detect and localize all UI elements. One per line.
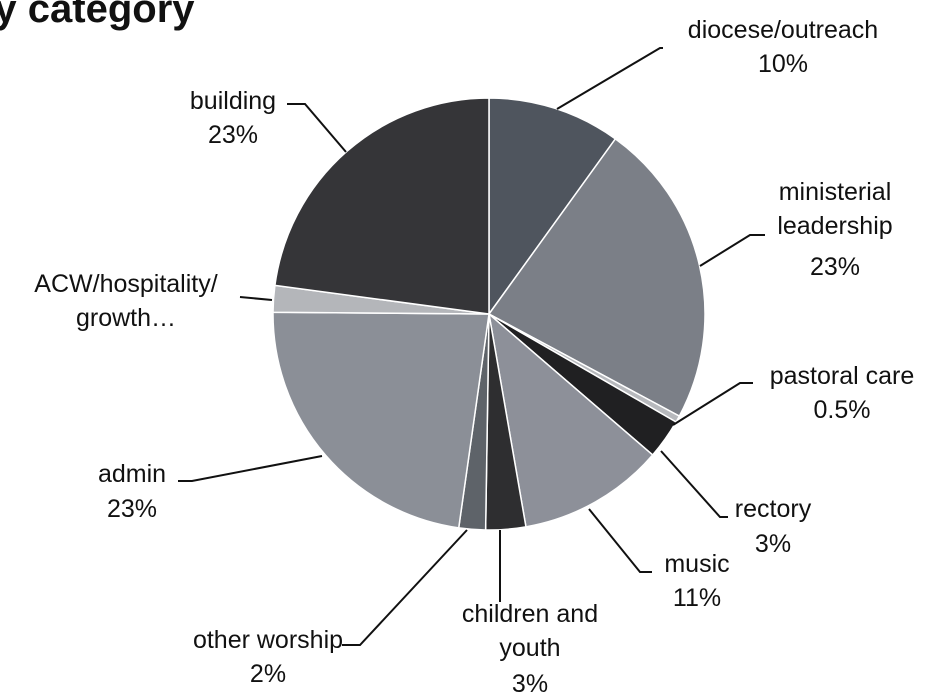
slice-name-label: ACW/hospitality/	[34, 270, 217, 298]
slice-percent-label: 23%	[208, 121, 258, 149]
slice-name-label: admin	[98, 460, 166, 488]
slice-percent-label: 3%	[755, 530, 791, 558]
slice-name-label: growth…	[76, 304, 176, 332]
slice-percent-label: 23%	[810, 253, 860, 281]
leader-line	[178, 455, 323, 482]
leader-line	[342, 529, 468, 646]
slice-percent-label: 11%	[673, 584, 721, 612]
slice-percent-label: 10%	[758, 50, 808, 78]
leader-line	[660, 450, 728, 518]
slice-name-label: other worship	[193, 626, 343, 654]
slice-percent-label: 23%	[107, 495, 157, 523]
slice-name-label: rectory	[735, 495, 812, 523]
pie-slices	[272, 97, 706, 531]
leader-line	[287, 103, 347, 153]
pie-slice-ministerial-leadership	[487, 137, 706, 418]
pie-slice-diocese-outreach	[488, 97, 617, 317]
slice-name-label: building	[190, 87, 276, 115]
pie-slice-building	[274, 97, 490, 315]
leader-line	[699, 234, 765, 267]
slice-labels: diocese/outreach 10% ministerial leadership…	[34, 16, 914, 694]
slice-name-label: youth	[499, 634, 560, 662]
slice-name-label: pastoral care	[770, 362, 915, 390]
leader-lines	[178, 47, 765, 646]
slice-percent-label: 0.5%	[814, 396, 871, 424]
slice-percent-label: 3%	[512, 670, 548, 694]
leader-line	[672, 382, 753, 426]
slice-name-label: music	[664, 550, 729, 578]
pie-slice-music	[487, 312, 654, 528]
slice-name-label: ministerial	[779, 178, 892, 206]
slice-name-label: diocese/outreach	[688, 16, 878, 44]
leader-line	[239, 296, 273, 301]
slice-percent-label: 2%	[250, 660, 286, 688]
slice-name-label: leadership	[777, 212, 892, 240]
chart-title: by category	[0, 0, 195, 31]
pie-slice-admin	[272, 311, 490, 529]
leader-line	[556, 47, 663, 110]
leader-line	[588, 508, 652, 573]
slice-name-label: children and	[462, 600, 598, 628]
